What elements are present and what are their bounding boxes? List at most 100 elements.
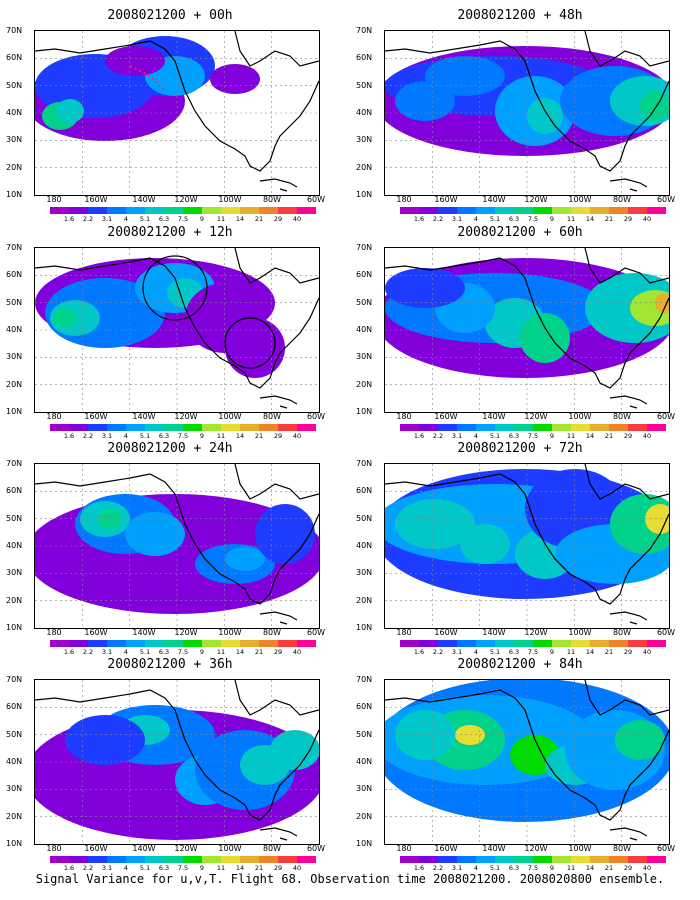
variance-contour	[585, 273, 669, 343]
coastline	[609, 395, 648, 409]
variance-map	[384, 463, 670, 629]
coastline	[385, 473, 669, 605]
colorbar-label: 2.2	[432, 864, 444, 872]
coastline	[234, 248, 319, 284]
variance-contour	[125, 512, 185, 556]
forecast-panel: 2008021200 + 24h 70N 60N 50N 40N 30N 20N 10N 180…	[0, 441, 340, 656]
colorbar-swatch	[457, 856, 476, 863]
colorbar-label: 40	[642, 432, 652, 440]
x-tick-label: 140W	[132, 628, 156, 637]
variance-contour	[255, 504, 315, 564]
colorbar-label: 1.6	[413, 648, 425, 656]
colorbar-swatch	[259, 424, 278, 431]
y-tick-label: 20N	[356, 595, 373, 605]
colorbar-label: 1.6	[63, 648, 75, 656]
colorbar-swatch	[297, 207, 316, 214]
highlight-circle	[142, 255, 208, 321]
x-tick-label: 80W	[612, 844, 632, 853]
y-tick-label: 30N	[6, 135, 23, 145]
colorbar-swatch	[476, 424, 495, 431]
variance-contour	[395, 710, 455, 760]
colorbar-label: 9	[549, 648, 555, 656]
colorbar-label: 7.5	[527, 215, 539, 223]
y-tick-label: 40N	[356, 325, 373, 334]
colorbar-swatch	[419, 640, 438, 647]
colorbar-label: 21	[604, 215, 614, 223]
colorbar-label: 3.1	[101, 648, 113, 656]
colorbar-label: 11	[566, 432, 576, 440]
colorbar-label: 4	[473, 864, 479, 872]
colorbar-swatch	[50, 856, 69, 863]
colorbar-swatch	[514, 424, 533, 431]
colorbar-swatch	[259, 640, 278, 647]
variance-contour	[56, 99, 84, 123]
x-tick-label: 100W	[218, 628, 242, 637]
colorbar-label: 21	[604, 864, 614, 872]
y-tick-label: 60N	[356, 270, 373, 280]
colorbar-swatch	[240, 424, 259, 431]
map-canvas	[35, 680, 319, 844]
x-tick-label: 160W	[84, 412, 108, 421]
colorbar-label: 14	[235, 864, 245, 872]
colorbar-label: 9	[199, 432, 205, 440]
colorbar-label: 29	[273, 864, 283, 872]
variance-contour	[425, 56, 505, 96]
y-tick-label: 50N	[6, 513, 23, 523]
colorbar-label: 40	[642, 864, 652, 872]
map-canvas	[35, 31, 319, 195]
colorbar	[50, 856, 316, 863]
colorbar-label: 6.3	[158, 432, 170, 440]
x-tick-label: 140W	[132, 844, 156, 853]
x-tick-label: 120W	[524, 844, 548, 853]
x-tick-label: 140W	[482, 628, 506, 637]
colorbar-label: 14	[585, 648, 595, 656]
colorbar-swatch	[183, 856, 202, 863]
coastline	[385, 689, 669, 821]
colorbar-swatch	[183, 640, 202, 647]
y-tick-label: 20N	[6, 811, 23, 821]
colorbar-swatch	[495, 856, 514, 863]
variance-map	[384, 679, 670, 845]
coastline	[35, 473, 319, 605]
colorbar-label: 29	[273, 432, 283, 440]
coastline	[259, 611, 298, 625]
variance-contour	[640, 91, 669, 121]
colorbar-swatch	[647, 856, 666, 863]
coastline	[609, 611, 648, 625]
colorbar-label: 21	[254, 215, 264, 223]
colorbar-label: 14	[585, 215, 595, 223]
colorbar-swatch	[240, 640, 259, 647]
y-tick-label: 60N	[6, 270, 23, 280]
colorbar-swatch	[107, 640, 126, 647]
colorbar-label: 21	[254, 864, 264, 872]
colorbar-swatch	[476, 207, 495, 214]
coastline	[259, 178, 298, 192]
colorbar-label: 2.2	[432, 432, 444, 440]
colorbar-swatch	[88, 856, 107, 863]
colorbar-label: 11	[216, 864, 226, 872]
map-canvas	[35, 248, 319, 412]
colorbar-label: 5.1	[489, 864, 501, 872]
variance-map	[34, 463, 320, 629]
colorbar-swatch	[202, 207, 221, 214]
x-tick-label: 160W	[84, 195, 108, 204]
colorbar-label: 9	[549, 215, 555, 223]
forecast-panel: 2008021200 + 00h 70N 60N 50N 40N 30N 20N 10N 180…	[0, 8, 340, 223]
x-tick-label: 100W	[218, 412, 242, 421]
colorbar	[400, 207, 666, 214]
y-tick-label: 20N	[6, 379, 23, 389]
colorbar-label: 9	[549, 432, 555, 440]
forecast-panel: 2008021200 + 84h 70N 60N 50N 40N 30N 20N 10N 180…	[350, 657, 690, 872]
colorbar-label: 29	[623, 215, 633, 223]
variance-map	[34, 679, 320, 845]
x-tick-label: 100W	[568, 844, 592, 853]
x-tick-label: 100W	[568, 628, 592, 637]
colorbar-labels: 1.6 2.2 3.1 4 5.1 6.3 7.5 9 11 14 21 29 40	[50, 215, 316, 225]
forecast-panel: 2008021200 + 48h 70N 60N 50N 40N 30N 20N 10N 180…	[350, 8, 690, 223]
colorbar-swatch	[514, 856, 533, 863]
colorbar-label: 29	[623, 432, 633, 440]
coastline	[609, 827, 648, 841]
coastline	[259, 395, 298, 409]
y-tick-label: 20N	[6, 162, 23, 172]
y-tick-label: 30N	[6, 352, 23, 362]
